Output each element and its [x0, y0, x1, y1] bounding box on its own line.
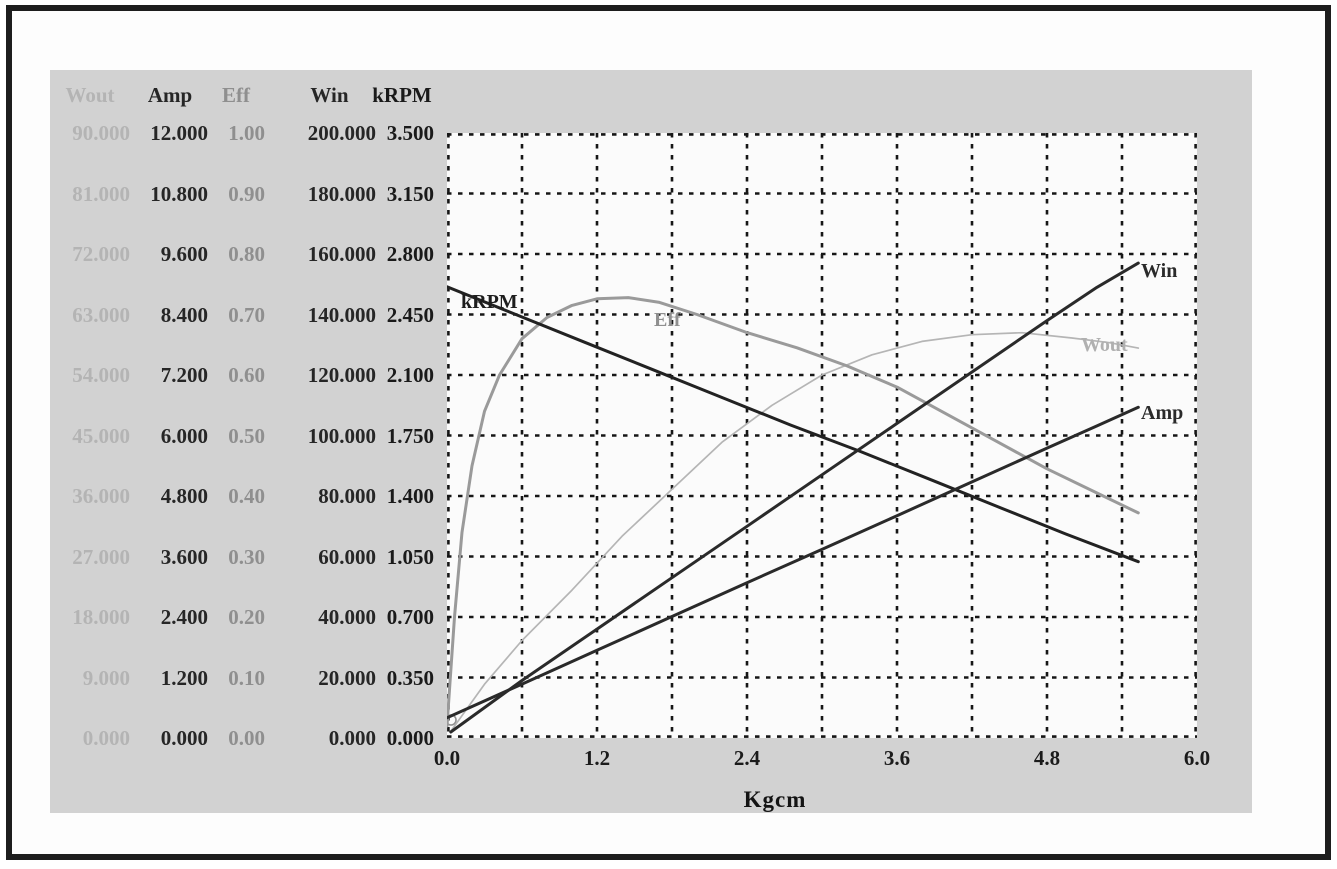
axis-value: 60.000	[318, 544, 376, 569]
axis-value: 0.30	[228, 544, 265, 569]
axis-value: 6.000	[160, 423, 208, 448]
axis-value: 2.400	[160, 605, 208, 629]
x-axis-label: Kgcm	[743, 787, 807, 812]
axis-value: 20.000	[318, 665, 376, 690]
axis-header: kRPM	[372, 83, 432, 107]
axis-value: 2.100	[386, 363, 434, 387]
axis-value: 3.500	[386, 121, 434, 145]
axis-column-amp: Amp 12.000 10.800 9.600 8.400 7.200 6.000 4.800…	[130, 84, 210, 784]
x-tick-label: 1.2	[583, 746, 611, 770]
x-tick-label: 0.0	[433, 746, 461, 770]
curve-label-krpm: kRPM	[461, 291, 518, 313]
axis-value: 0.80	[228, 242, 265, 266]
axis-value: 1.400	[386, 484, 434, 508]
x-tick-label: 2.4	[733, 746, 761, 770]
axis-header: Eff	[222, 83, 250, 107]
axis-value: 120.000	[307, 363, 376, 387]
axis-value: 0.700	[386, 605, 434, 629]
axis-value: 3.150	[386, 181, 434, 206]
axis-value: 0.90	[228, 181, 265, 206]
axis-value: 160.000	[307, 242, 376, 266]
axis-value: 90.000	[72, 121, 130, 145]
axis-value: 1.00	[228, 121, 265, 145]
axis-value: 0.000	[386, 726, 434, 750]
axis-value: 1.200	[160, 665, 208, 690]
axis-column-wout: Wout 90.000 81.000 72.000 63.000 54.000 45.000…	[48, 84, 132, 784]
axis-value: 0.00	[228, 726, 265, 750]
x-tick-label: 6.0	[1183, 746, 1211, 770]
axis-value: 36.000	[72, 484, 130, 508]
axis-column-win: Win 200.000 180.000 160.000 140.000 120.000 10…	[281, 84, 378, 784]
axis-value: 1.050	[386, 544, 434, 569]
axis-header: Wout	[65, 83, 115, 107]
curve-label-win: Win	[1141, 260, 1178, 282]
axis-column-krpm: kRPM 3.500 3.150 2.800 2.450 2.100 1.750 1.400 1…	[368, 84, 436, 784]
axis-value: 40.000	[318, 605, 376, 629]
curve-label-wout: Wout	[1081, 334, 1128, 356]
axis-value: 140.000	[307, 302, 376, 327]
axis-value: 4.800	[160, 484, 208, 508]
axis-value: 180.000	[307, 181, 376, 206]
axis-value: 72.000	[72, 242, 130, 266]
axis-value: 0.50	[228, 423, 265, 448]
axis-value: 0.350	[386, 665, 434, 690]
plot-area	[447, 133, 1197, 738]
curve-win	[449, 261, 1140, 734]
axis-value: 9.600	[160, 242, 208, 266]
axis-value: 3.600	[160, 544, 208, 569]
axis-value: 0.10	[228, 665, 265, 690]
axis-value: 2.800	[386, 242, 434, 266]
axis-value: 27.000	[72, 544, 130, 569]
axis-value: 0.60	[228, 363, 265, 387]
curve-krpm	[447, 285, 1140, 564]
axis-value: 9.000	[82, 665, 130, 690]
axis-value: 0.40	[228, 484, 265, 508]
curve-label-eff: Eff	[654, 309, 681, 331]
axis-value: 80.000	[318, 484, 376, 508]
axis-value: 0.70	[228, 302, 265, 327]
axis-value: 54.000	[72, 363, 130, 387]
x-tick-label: 4.8	[1033, 746, 1061, 770]
axis-value: 0.000	[160, 726, 208, 750]
axis-value: 10.800	[150, 181, 208, 206]
axis-value: 100.000	[307, 423, 376, 448]
curve-wout	[449, 331, 1140, 733]
x-tick-label: 3.6	[883, 746, 911, 770]
axis-header: Win	[310, 83, 349, 107]
curves-canvas	[447, 133, 1197, 738]
axis-value: 1.750	[386, 423, 434, 448]
axis-value: 8.400	[160, 302, 208, 327]
axis-value: 18.000	[72, 605, 130, 629]
axis-value: 45.000	[72, 423, 130, 448]
axis-value: 0.000	[328, 726, 376, 750]
curve-amp	[447, 405, 1140, 720]
axis-value: 12.000	[150, 121, 208, 145]
axis-value: 0.20	[228, 605, 265, 629]
axis-value: 7.200	[160, 363, 208, 387]
curve-eff	[447, 296, 1140, 728]
axis-value: 63.000	[72, 302, 130, 327]
axis-value: 0.000	[82, 726, 130, 750]
axis-value: 2.450	[386, 302, 434, 327]
axis-value: 200.000	[307, 121, 376, 145]
axis-header: Amp	[147, 83, 193, 107]
axis-column-eff: Eff 1.00 0.90 0.80 0.70 0.60 0.50 0.40 0.30 0.20 0…	[205, 84, 267, 784]
axis-value: 81.000	[72, 181, 130, 206]
curve-label-amp: Amp	[1141, 402, 1184, 424]
